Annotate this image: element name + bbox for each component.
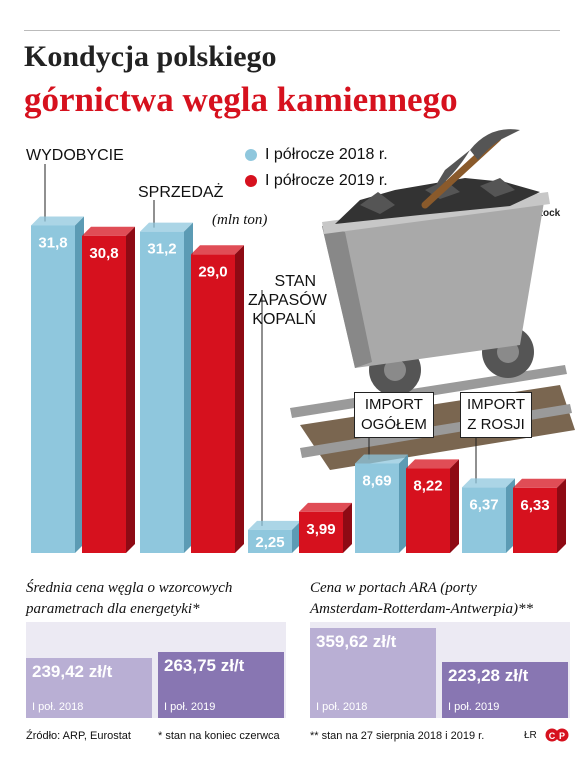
- bar-top-3-0: [355, 454, 408, 464]
- bar-side-4-0: [506, 478, 515, 553]
- bar-value-label-0-1: 30,8: [89, 245, 118, 262]
- price-panel-1-title-line1: Średnia cena węgla o wzorcowych: [26, 580, 233, 596]
- price-panel-1-title: Średnia cena węgla o wzorcowych parametr…: [26, 578, 232, 620]
- bar-value-label-1-0: 31,2: [147, 241, 176, 258]
- bar-value-label-1-1: 29,0: [198, 263, 227, 280]
- label-stan-zapasow: STAN ZAPASÓW KOPALŃ: [248, 272, 327, 329]
- svg-text:C: C: [549, 731, 556, 741]
- price-value-1-1: 239,42 zł/t: [32, 662, 113, 682]
- bar-value-label-0-0: 31,8: [38, 234, 67, 251]
- label-stan-line3: KOPALŃ: [252, 311, 316, 328]
- label-wydobycie: WYDOBYCIE: [26, 147, 124, 164]
- price-bar-1-2: [158, 652, 284, 718]
- price-period-1-1: I poł. 2018: [32, 701, 84, 713]
- bar-top-4-1: [513, 478, 566, 488]
- price-bar-2-1: [310, 628, 436, 718]
- footer-note-2: ** stan na 27 sierpnia 2018 i 2019 r.: [310, 730, 485, 742]
- footer-source: Źródło: ARP, Eurostat: [26, 730, 131, 742]
- bar-value-label-4-1: 6,33: [520, 497, 549, 514]
- bar-1-0: [140, 231, 184, 553]
- bar-2-0: [248, 529, 292, 553]
- bar-top-1-1: [191, 245, 244, 255]
- label-import-line2: OGÓŁEM: [361, 416, 427, 433]
- price-period-2-2: I poł. 2019: [448, 701, 500, 713]
- bar-value-label-3-0: 8,69: [362, 472, 391, 489]
- svg-text:P: P: [559, 731, 565, 741]
- bar-side-0-0: [75, 216, 84, 553]
- bar-value-label-2-0: 2,25: [255, 534, 284, 551]
- unit-label: (mln ton): [212, 212, 268, 228]
- footer-note-1: * stan na koniec czerwca: [158, 730, 280, 742]
- bar-side-2-0: [292, 520, 301, 553]
- footer-author: ŁR: [524, 730, 537, 741]
- legend-label-2019: I półrocze 2019 r.: [265, 172, 388, 189]
- price-panel-1-title-line2: parametrach dla energetyki*: [26, 601, 200, 617]
- bar-1-1: [191, 254, 235, 554]
- bar-top-4-0: [462, 478, 515, 488]
- bar-top-2-1: [299, 502, 352, 512]
- bar-side-2-1: [343, 502, 352, 553]
- bar-side-1-1: [235, 245, 244, 554]
- bar-top-0-1: [82, 226, 135, 236]
- bar-top-3-1: [406, 459, 459, 469]
- legend-label-2018: I półrocze 2018 r.: [265, 146, 388, 163]
- label-import-ogolem: IMPORT OGÓŁEM: [354, 392, 434, 438]
- price-value-1-2: 263,75 zł/t: [164, 656, 245, 676]
- bar-value-label-3-1: 8,22: [413, 477, 442, 494]
- bar-top-1-0: [140, 222, 193, 232]
- price-value-2-1: 359,62 zł/t: [316, 632, 397, 652]
- bar-0-1: [82, 235, 126, 553]
- legend-dot-2019: [245, 175, 257, 187]
- bar-side-3-1: [450, 459, 459, 553]
- bar-0-0: [31, 225, 75, 553]
- bar-3-1: [406, 468, 450, 553]
- publisher-logo-icon: C P: [545, 728, 569, 742]
- price-bar-1-1: [26, 658, 152, 718]
- top-rule: [24, 30, 560, 31]
- legend-item-2018: I półrocze 2018 r.: [245, 146, 388, 164]
- price-panel-2-title-line1: Cena w portach ARA (porty: [310, 580, 477, 596]
- label-sprzedaz: SPRZEDAŻ: [138, 184, 224, 201]
- bar-top-2-0: [248, 520, 301, 530]
- bar-2-1: [299, 511, 343, 553]
- price-panel-2-title: Cena w portach ARA (porty Amsterdam-Rott…: [310, 578, 533, 620]
- legend-dot-2018: [245, 149, 257, 161]
- title-line-1: Kondycja polskiego: [24, 40, 277, 73]
- price-value-2-2: 223,28 zł/t: [448, 666, 529, 686]
- label-import-line1: IMPORT: [364, 396, 423, 413]
- price-period-2-1: I poł. 2018: [316, 701, 368, 713]
- bar-side-1-0: [184, 222, 193, 553]
- bar-value-label-4-0: 6,37: [469, 496, 498, 513]
- price-panel-2-title-line2: Amsterdam-Rotterdam-Antwerpia)**: [310, 601, 534, 617]
- title-line-2: górnictwa węgla kamiennego: [24, 80, 458, 119]
- label-rosji-line2: Z ROSJI: [467, 416, 525, 433]
- bar-value-label-2-1: 3,99: [306, 521, 335, 538]
- label-stan-line1: STAN: [274, 273, 316, 290]
- bar-side-4-1: [557, 478, 566, 553]
- bar-3-0: [355, 463, 399, 553]
- legend-item-2019: I półrocze 2019 r.: [245, 172, 388, 190]
- bar-4-1: [513, 487, 557, 553]
- price-bar-2-2: [442, 662, 568, 718]
- bar-top-0-0: [31, 216, 84, 226]
- label-import-rosji: IMPORT Z ROSJI: [460, 392, 533, 438]
- label-stan-line2: ZAPASÓW: [248, 292, 327, 309]
- label-rosji-line1: IMPORT: [467, 396, 526, 413]
- bar-side-0-1: [126, 226, 135, 553]
- bar-side-3-0: [399, 454, 408, 553]
- bar-4-0: [462, 487, 506, 553]
- price-period-1-2: I poł. 2019: [164, 701, 216, 713]
